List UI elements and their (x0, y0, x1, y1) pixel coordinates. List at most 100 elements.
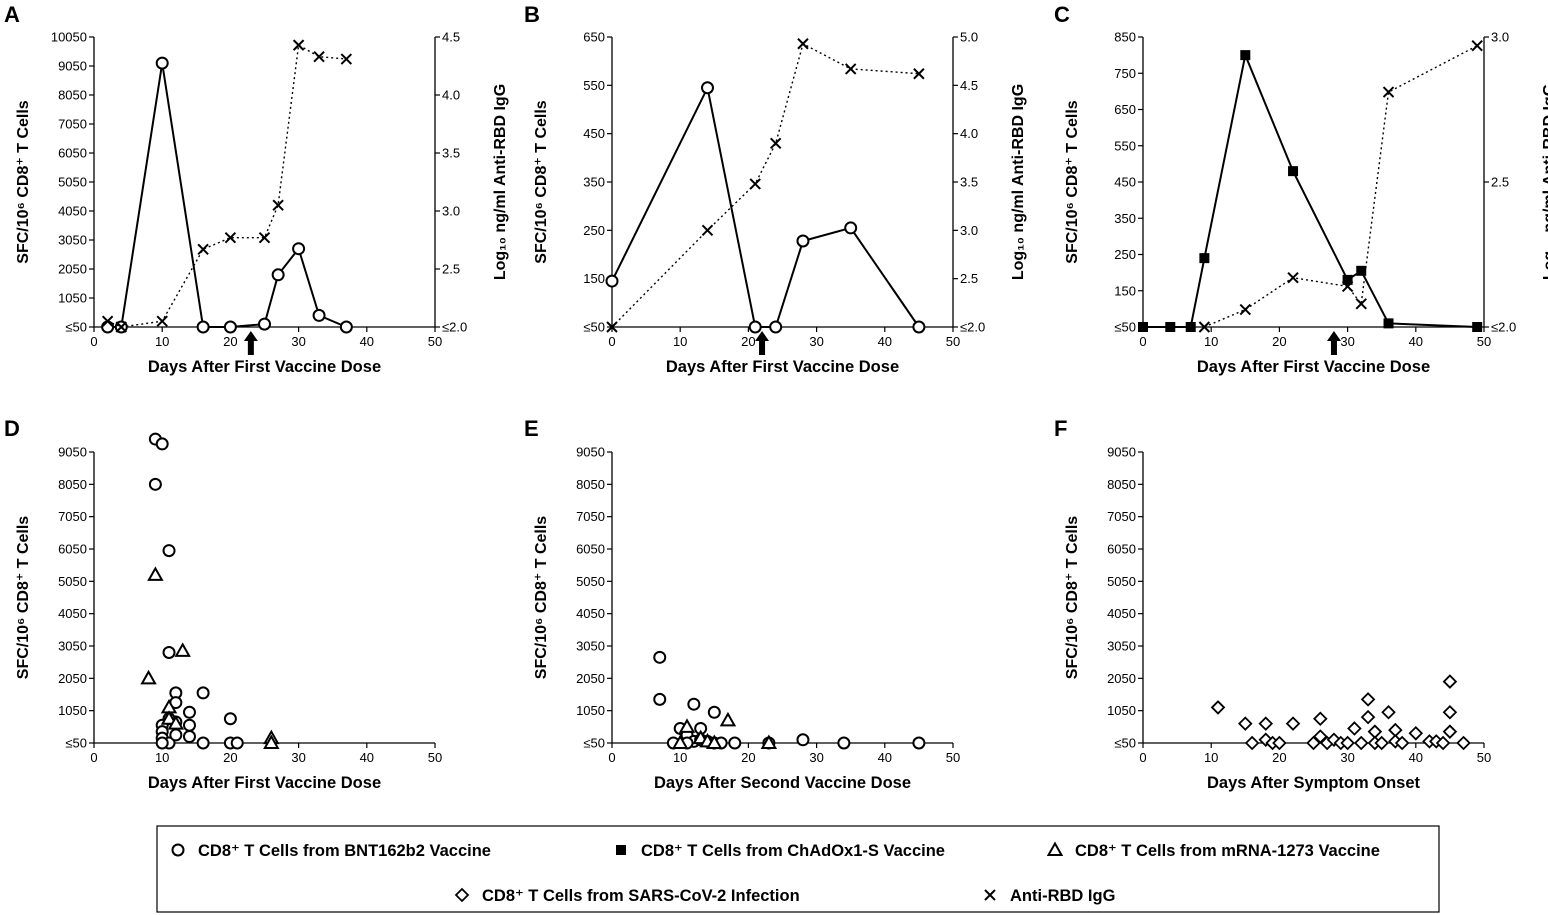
y2-tick-label: ≤2.0 (960, 320, 985, 335)
data-point-b-1-2 (749, 178, 761, 190)
y-tick-label: 150 (583, 271, 605, 286)
x-tick-label: 50 (428, 750, 442, 765)
data-point-a-0-2 (155, 56, 169, 70)
data-point-a-1-0 (101, 315, 114, 327)
y-tick-label: 3050 (576, 639, 605, 654)
x-tick-label: 30 (1340, 750, 1354, 765)
x-tick-label: 50 (946, 750, 960, 765)
data-point-c-0-8 (1383, 318, 1394, 329)
data-point-f-0-33 (1456, 735, 1471, 751)
legend-label: CD8⁺ T Cells from BNT162b2 Vaccine (198, 842, 491, 860)
data-point-c-0-6 (1342, 274, 1353, 285)
data-point-c-0-5 (1288, 166, 1299, 177)
data-point-d-0-4 (162, 645, 176, 659)
y2-tick-label: ≤2.0 (1491, 320, 1516, 335)
data-point-b-0-3 (769, 320, 783, 334)
data-point-f-0-3 (1258, 716, 1274, 731)
y2-tick-label: ≤2.0 (442, 320, 467, 335)
x-tick-label: 0 (608, 334, 615, 349)
data-point-e-1-0 (719, 711, 737, 727)
x-axis-title: Days After First Vaccine Dose (666, 358, 899, 376)
x-axis-title: Days After First Vaccine Dose (1197, 358, 1430, 376)
data-point-f-0-17 (1360, 692, 1376, 707)
y-tick-label: 750 (1114, 66, 1136, 81)
panel-letter-d: D (4, 416, 20, 441)
data-point-d-1-2 (140, 669, 157, 685)
y-axis-title: SFC/10⁶ CD8⁺ T Cells (15, 516, 32, 680)
y2-tick-label: 4.0 (960, 126, 978, 141)
data-point-c-1-5 (1382, 86, 1395, 98)
second-dose-arrow (1326, 331, 1341, 355)
y-tick-label: ≤50 (1114, 320, 1136, 335)
data-point-d-0-20 (230, 736, 244, 750)
y-tick-label: 8050 (1107, 477, 1136, 492)
data-point-d-1-5 (167, 715, 185, 730)
data-point-f-0-12 (1326, 732, 1342, 748)
y-tick-label: 350 (583, 175, 605, 190)
y-tick-label: 6050 (576, 542, 605, 557)
series-line-anti-rbd-igg (107, 43, 347, 328)
data-point-d-0-7 (196, 686, 210, 700)
y-tick-label: 4050 (1107, 606, 1136, 621)
x-tick-label: 20 (223, 750, 237, 765)
legend-marker-circle (171, 843, 185, 857)
x-tick-label: 50 (1477, 334, 1491, 349)
y-tick-label: 3050 (1107, 639, 1136, 654)
data-point-e-0-17 (837, 736, 851, 750)
panel-letter-c: C (1054, 2, 1070, 27)
panel-a-plot: 0 10 20 30 40 50≤5010502050305040505050605070… (15, 30, 509, 377)
legend: CD8⁺ T Cells from BNT162b2 Vaccine CD8⁺ T… (156, 825, 1440, 913)
legend-label: CD8⁺ T Cells from SARS-CoV-2 Infection (482, 887, 800, 905)
x-tick-label: 50 (946, 334, 960, 349)
y-tick-label: ≤50 (583, 736, 605, 751)
y-tick-label: 10050 (51, 30, 87, 45)
second-dose-arrow (755, 331, 770, 355)
data-point-c-1-4 (1355, 298, 1367, 310)
y-tick-label: 6050 (58, 542, 87, 557)
data-point-d-1-0 (147, 566, 164, 581)
y-axis-title: SFC/10⁶ CD8⁺ T Cells (15, 100, 32, 264)
y2-tick-label: 3.0 (960, 223, 978, 238)
y2-tick-label: 4.5 (960, 78, 978, 93)
data-point-c-1-3 (1341, 280, 1354, 293)
y-tick-label: ≤50 (583, 320, 605, 335)
data-point-f-0-16 (1353, 735, 1369, 751)
data-point-e-1-6 (760, 734, 778, 749)
y-tick-label: 350 (1114, 211, 1136, 226)
y-axis-title: SFC/10⁶ CD8⁺ T Cells (533, 516, 550, 680)
data-point-f-0-9 (1313, 711, 1328, 727)
y-tick-label: 6050 (58, 146, 87, 161)
x-axis-title: Days After First Vaccine Dose (148, 358, 381, 376)
data-point-a-1-3 (197, 243, 209, 255)
data-point-a-0-7 (292, 242, 306, 256)
data-point-c-0-4 (1240, 50, 1251, 61)
y2-tick-label: 5.0 (960, 30, 978, 45)
second-dose-arrow (243, 331, 258, 355)
y2-tick-label: 2.5 (960, 271, 978, 286)
x-tick-label: 10 (1204, 750, 1218, 765)
data-point-a-0-8 (312, 308, 326, 322)
y-tick-label: 2050 (1107, 671, 1136, 686)
x-tick-label: 20 (1272, 750, 1286, 765)
x-tick-label: 20 (1272, 334, 1286, 349)
data-point-a-0-6 (271, 268, 285, 282)
data-point-b-1-5 (844, 63, 857, 75)
x-tick-label: 0 (1139, 334, 1146, 349)
data-point-b-1-4 (797, 38, 809, 50)
data-point-c-0-0 (1138, 322, 1148, 332)
series-line-cd8 (107, 62, 347, 328)
y-tick-label: 5050 (1107, 574, 1136, 589)
y-tick-label: 5050 (58, 175, 87, 190)
series-line-cd8 (1143, 51, 1478, 328)
data-point-a-1-1 (115, 321, 127, 333)
y-tick-label: 450 (583, 126, 605, 141)
x-axis-title: Days After First Vaccine Dose (148, 774, 381, 792)
y-tick-label: 8050 (58, 477, 87, 492)
data-point-a-1-9 (340, 53, 353, 65)
y-tick-label: 250 (583, 223, 605, 238)
data-point-b-0-4 (796, 234, 810, 248)
legend-label: Anti-RBD IgG (1010, 887, 1115, 905)
y-tick-label: 1050 (1107, 703, 1136, 718)
data-point-b-1-6 (913, 68, 925, 80)
data-point-d-0-9 (182, 718, 196, 732)
